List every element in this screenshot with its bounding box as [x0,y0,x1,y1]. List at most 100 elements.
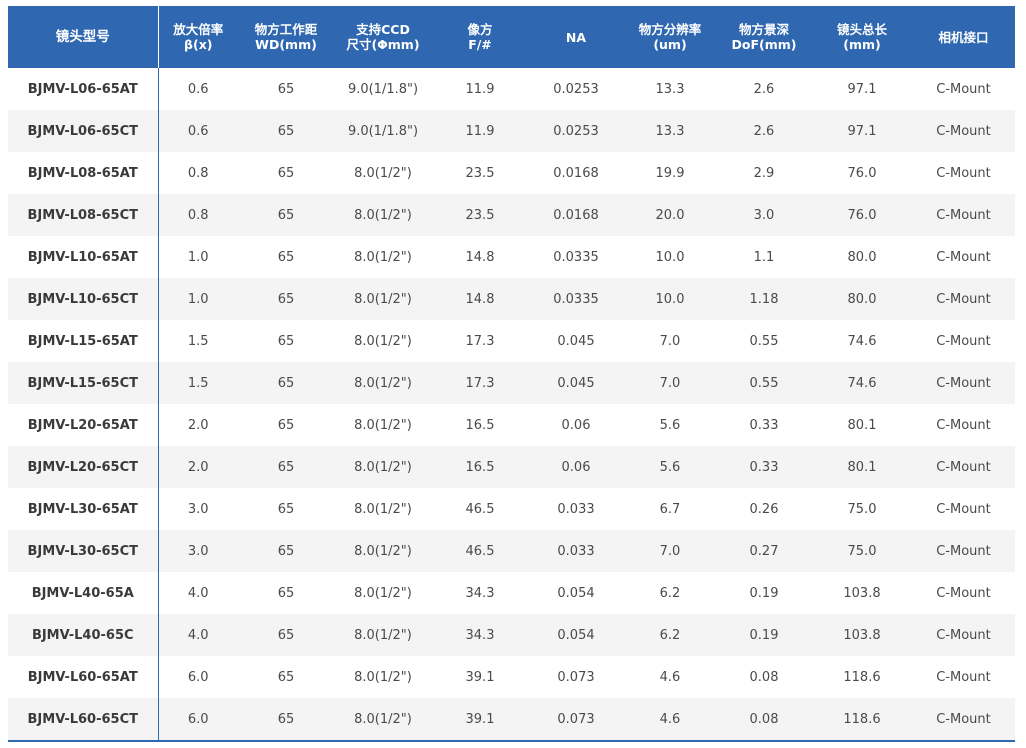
cell-ccd-size: 8.0(1/2") [334,446,432,488]
cell-ccd-size: 9.0(1/1.8") [334,68,432,110]
cell-magnification: 4.0 [158,614,238,656]
cell-camera-mount: C-Mount [912,110,1015,152]
cell-total-length: 80.1 [812,446,912,488]
cell-magnification: 3.0 [158,530,238,572]
cell-na: 0.0253 [528,110,624,152]
cell-na: 0.033 [528,488,624,530]
cell-total-length: 97.1 [812,110,912,152]
cell-working-distance: 65 [238,110,334,152]
cell-model: BJMV-L10-65CT [8,278,159,320]
table-row: BJMV-L40-65A 4.0 65 8.0(1/2") 34.3 0.054 6.2 0.… [8,572,1015,614]
cell-ccd-size: 8.0(1/2") [334,278,432,320]
cell-resolution: 19.9 [624,152,716,194]
cell-model: BJMV-L06-65CT [8,110,159,152]
cell-total-length: 103.8 [812,614,912,656]
cell-depth-of-field: 0.55 [716,320,812,362]
cell-resolution: 6.7 [624,488,716,530]
table-row: BJMV-L08-65CT 0.8 65 8.0(1/2") 23.5 0.0168 20.… [8,194,1015,236]
cell-magnification: 6.0 [158,656,238,698]
cell-depth-of-field: 1.1 [716,236,812,278]
header-working-distance: 物方工作距 WD(mm) [238,6,334,68]
cell-na: 0.06 [528,446,624,488]
header-camera-mount: 相机接口 [912,6,1015,68]
cell-total-length: 103.8 [812,572,912,614]
cell-working-distance: 65 [238,320,334,362]
cell-magnification: 2.0 [158,404,238,446]
cell-f-number: 46.5 [432,488,528,530]
cell-magnification: 0.6 [158,68,238,110]
cell-depth-of-field: 1.18 [716,278,812,320]
cell-working-distance: 65 [238,446,334,488]
cell-depth-of-field: 2.9 [716,152,812,194]
cell-magnification: 1.5 [158,362,238,404]
cell-working-distance: 65 [238,194,334,236]
cell-depth-of-field: 0.08 [716,656,812,698]
cell-resolution: 5.6 [624,404,716,446]
cell-total-length: 76.0 [812,152,912,194]
cell-model: BJMV-L30-65AT [8,488,159,530]
cell-ccd-size: 8.0(1/2") [334,152,432,194]
cell-magnification: 3.0 [158,488,238,530]
cell-resolution: 13.3 [624,68,716,110]
cell-working-distance: 65 [238,530,334,572]
cell-f-number: 39.1 [432,698,528,740]
cell-depth-of-field: 0.08 [716,698,812,740]
cell-magnification: 1.0 [158,278,238,320]
cell-f-number: 23.5 [432,152,528,194]
cell-f-number: 14.8 [432,236,528,278]
table-header: 镜头型号 放大倍率 β(x) 物方工作距 WD(mm) 支持CCD 尺寸(Φmm) 像方… [8,6,1015,68]
header-ccd-size: 支持CCD 尺寸(Φmm) [334,6,432,68]
cell-model: BJMV-L08-65AT [8,152,159,194]
header-model: 镜头型号 [8,6,159,68]
header-row: 镜头型号 放大倍率 β(x) 物方工作距 WD(mm) 支持CCD 尺寸(Φmm) 像方… [8,6,1015,68]
cell-resolution: 7.0 [624,362,716,404]
table-row: BJMV-L20-65AT 2.0 65 8.0(1/2") 16.5 0.06 5.6 0.… [8,404,1015,446]
cell-camera-mount: C-Mount [912,698,1015,740]
table-row: BJMV-L30-65AT 3.0 65 8.0(1/2") 46.5 0.033 6.7 0… [8,488,1015,530]
cell-magnification: 1.5 [158,320,238,362]
cell-total-length: 97.1 [812,68,912,110]
table-row: BJMV-L60-65AT 6.0 65 8.0(1/2") 39.1 0.073 4.6 0… [8,656,1015,698]
cell-depth-of-field: 0.27 [716,530,812,572]
cell-f-number: 34.3 [432,572,528,614]
cell-camera-mount: C-Mount [912,236,1015,278]
cell-working-distance: 65 [238,488,334,530]
cell-camera-mount: C-Mount [912,152,1015,194]
spec-table-container: 镜头型号 放大倍率 β(x) 物方工作距 WD(mm) 支持CCD 尺寸(Φmm) 像方… [8,6,1015,742]
cell-resolution: 20.0 [624,194,716,236]
cell-resolution: 4.6 [624,698,716,740]
cell-ccd-size: 8.0(1/2") [334,236,432,278]
cell-magnification: 0.8 [158,152,238,194]
cell-working-distance: 65 [238,404,334,446]
cell-camera-mount: C-Mount [912,320,1015,362]
cell-camera-mount: C-Mount [912,278,1015,320]
cell-f-number: 11.9 [432,68,528,110]
cell-working-distance: 65 [238,152,334,194]
header-f-number: 像方 F/# [432,6,528,68]
cell-total-length: 76.0 [812,194,912,236]
cell-resolution: 7.0 [624,530,716,572]
cell-camera-mount: C-Mount [912,68,1015,110]
cell-model: BJMV-L06-65AT [8,68,159,110]
cell-depth-of-field: 0.33 [716,446,812,488]
cell-magnification: 2.0 [158,446,238,488]
cell-depth-of-field: 0.55 [716,362,812,404]
cell-model: BJMV-L15-65CT [8,362,159,404]
cell-working-distance: 65 [238,572,334,614]
cell-model: BJMV-L15-65AT [8,320,159,362]
cell-resolution: 13.3 [624,110,716,152]
cell-model: BJMV-L20-65AT [8,404,159,446]
cell-ccd-size: 9.0(1/1.8") [334,110,432,152]
cell-total-length: 80.0 [812,278,912,320]
cell-na: 0.0253 [528,68,624,110]
header-resolution: 物方分辨率 (um) [624,6,716,68]
cell-na: 0.0168 [528,152,624,194]
cell-model: BJMV-L40-65C [8,614,159,656]
cell-na: 0.06 [528,404,624,446]
header-depth-of-field: 物方景深 DoF(mm) [716,6,812,68]
cell-ccd-size: 8.0(1/2") [334,194,432,236]
cell-f-number: 17.3 [432,362,528,404]
cell-ccd-size: 8.0(1/2") [334,404,432,446]
table-row: BJMV-L06-65AT 0.6 65 9.0(1/1.8") 11.9 0.0253 1… [8,68,1015,110]
cell-camera-mount: C-Mount [912,404,1015,446]
